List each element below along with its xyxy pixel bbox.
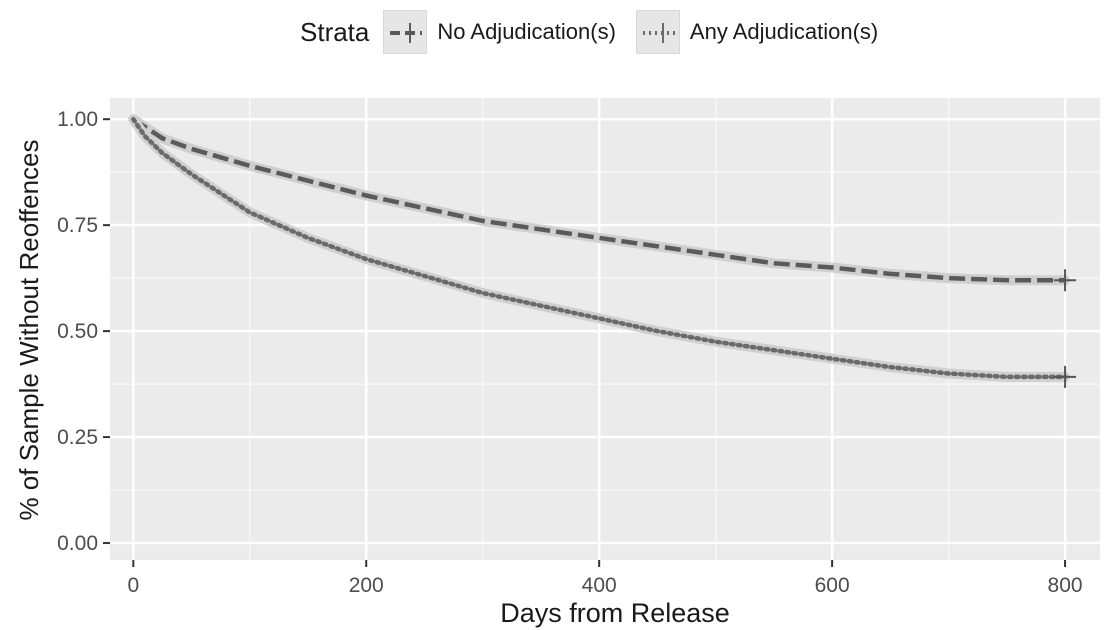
y-tick-label: 0.25 bbox=[57, 426, 98, 449]
legend-key-no-adjudication bbox=[383, 10, 428, 54]
series-line-1 bbox=[131, 116, 1068, 380]
series-line-0 bbox=[132, 117, 1066, 283]
x-axis-label: Days from Release bbox=[500, 598, 730, 628]
y-axis-label: % of Sample Without Reoffences bbox=[14, 139, 44, 520]
legend-key-any-adjudication bbox=[635, 10, 680, 54]
legend-label-any-adjudication: Any Adjudication(s) bbox=[689, 19, 879, 44]
y-tick-label: 0.50 bbox=[57, 320, 98, 343]
x-tick-label: 400 bbox=[582, 574, 617, 597]
legend-label-no-adjudication: No Adjudication(s) bbox=[437, 19, 616, 44]
x-tick-label: 200 bbox=[349, 574, 384, 597]
x-tick-label: 800 bbox=[1048, 574, 1083, 597]
x-tick-label: 0 bbox=[127, 574, 139, 597]
legend: Strata No Adjudication(s) Any Adjudicati… bbox=[300, 10, 888, 54]
y-tick-label: 0.75 bbox=[57, 214, 98, 237]
series-group bbox=[128, 114, 1077, 388]
legend-title: Strata bbox=[300, 16, 370, 47]
y-tick-label: 1.00 bbox=[57, 108, 98, 131]
axes: 0 200 400 600 800 0.00 0.25 0.50 0.75 1.00 bbox=[57, 108, 1082, 597]
y-tick-label: 0.00 bbox=[57, 532, 98, 555]
x-tick-label: 600 bbox=[815, 574, 850, 597]
